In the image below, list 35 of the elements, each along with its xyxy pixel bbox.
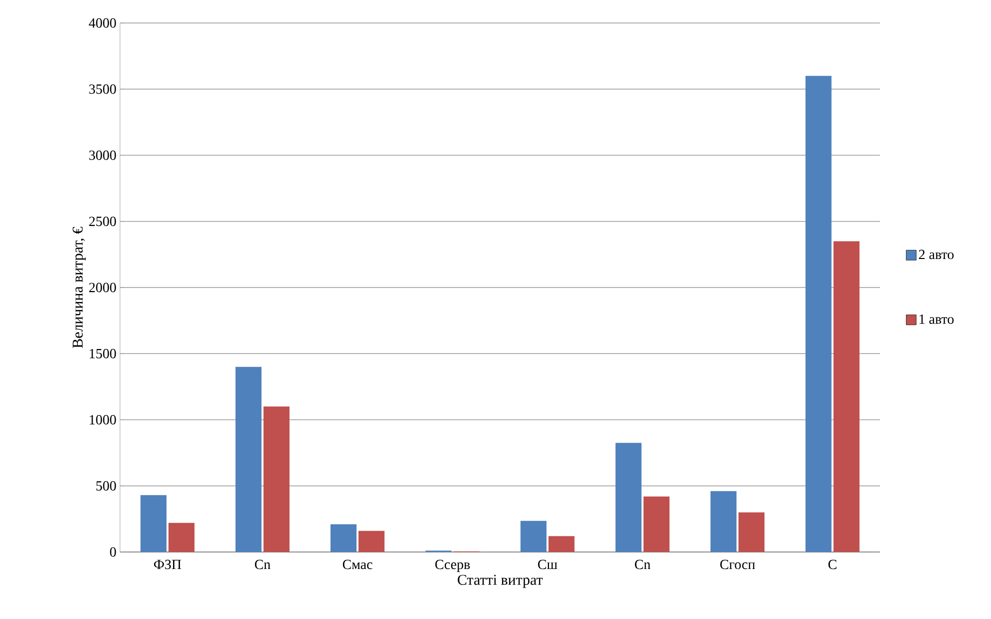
- bar: [520, 520, 547, 552]
- y-tick-label: 3500: [89, 84, 116, 94]
- y-tick-label: 2500: [89, 216, 116, 226]
- bar: [548, 536, 574, 552]
- bar: [806, 76, 832, 552]
- y-tick-label: 0: [110, 547, 116, 557]
- y-tick-label: 2000: [89, 282, 116, 292]
- x-tick-label: Смас: [342, 560, 372, 570]
- y-axis-title: Величина витрат, €: [72, 226, 86, 348]
- y-tick-label: 3000: [89, 150, 116, 160]
- bar: [710, 491, 737, 552]
- bar: [263, 406, 290, 552]
- x-tick-label: Ссерв: [435, 560, 470, 572]
- bar: [738, 512, 764, 552]
- legend-label: 1 авто: [920, 314, 954, 324]
- bar: [168, 522, 194, 552]
- x-axis-title: Статті витрат: [458, 574, 543, 588]
- legend-label: 2 авто: [918, 250, 954, 260]
- bar: [643, 496, 670, 552]
- x-tick-label: ФЗП: [154, 560, 182, 570]
- x-tick-label: Cn: [634, 560, 650, 570]
- x-tick-label: Сш: [538, 560, 558, 570]
- bar: [330, 524, 357, 552]
- bar: [140, 495, 167, 552]
- x-tick-label: Cn: [254, 560, 270, 570]
- x-tick-label: Сгосп: [720, 560, 755, 570]
- y-tick-label: 500: [96, 481, 116, 491]
- y-tick-label: 1000: [90, 415, 116, 424]
- bar: [833, 241, 860, 552]
- bar: [358, 530, 384, 552]
- bar: [236, 366, 262, 552]
- x-tick-label: С: [828, 560, 836, 570]
- y-tick-label: 1500: [90, 348, 116, 358]
- bar: [616, 442, 642, 552]
- y-tick-label: 4000: [88, 18, 116, 28]
